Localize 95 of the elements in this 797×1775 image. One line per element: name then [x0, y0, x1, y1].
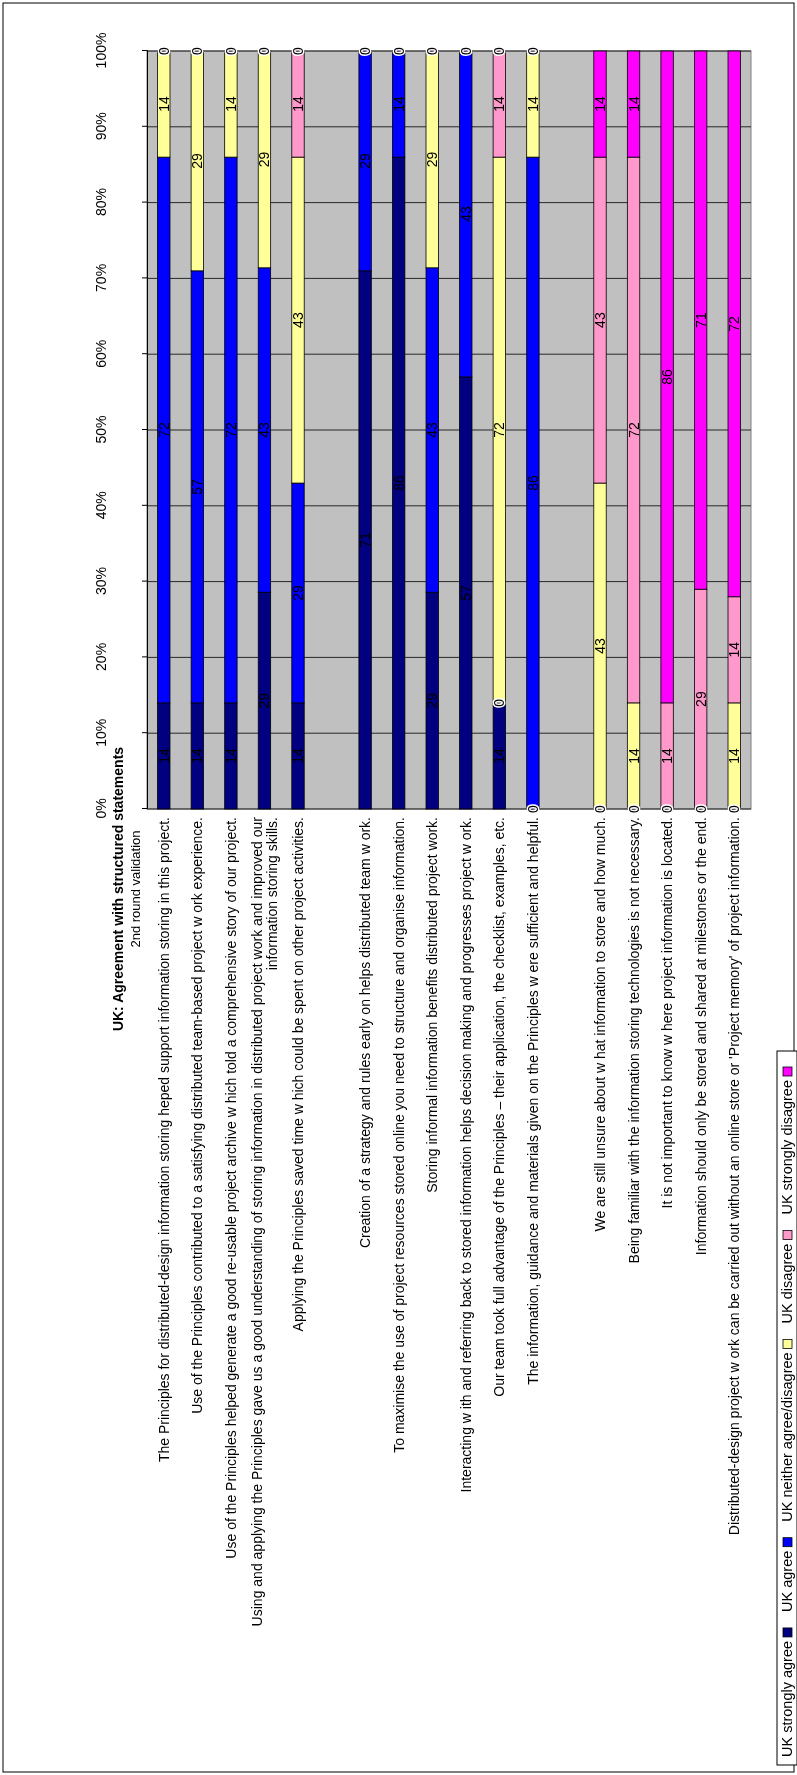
y-tick-label: 80%	[93, 188, 109, 217]
data-label: 14	[189, 747, 206, 764]
legend-label: UK agree	[779, 1550, 795, 1612]
data-label: 14	[155, 96, 172, 112]
data-label: 14	[390, 96, 407, 112]
data-label: 72	[155, 422, 172, 438]
data-label: 71	[692, 312, 709, 328]
data-label: 72	[491, 422, 508, 438]
data-label: 0	[524, 46, 541, 55]
legend-label: UK strongly disagree	[779, 1080, 795, 1215]
data-label: 72	[222, 422, 239, 438]
data-label: 0	[592, 804, 608, 813]
x-tick-label: Distributed-design project w ork can be carried out without an online store or 'Project memory' of project information.	[726, 817, 743, 1536]
data-label: 57	[457, 584, 474, 601]
data-label: 43	[592, 638, 608, 654]
data-label: 43	[592, 312, 608, 328]
x-tick-label: Creation of a strategy and rules early on helps distributed team w ork.	[357, 817, 374, 1249]
data-label: 14	[726, 641, 743, 658]
data-label: 0	[189, 46, 206, 55]
data-label: 14	[625, 96, 642, 112]
data-label: 14	[524, 96, 541, 112]
y-tick-label: 30%	[93, 567, 109, 596]
data-label: 43	[424, 422, 441, 438]
data-label: 86	[524, 475, 541, 491]
x-tick-label: It is not important to know w here project information is located.	[659, 817, 676, 1209]
data-label: 14	[290, 96, 306, 112]
data-label: 0	[256, 46, 273, 55]
data-label: 29	[424, 151, 441, 168]
data-label: 57	[189, 478, 206, 495]
data-label: 0	[491, 698, 508, 707]
y-tick-label: 100%	[93, 32, 109, 69]
data-label: 14	[659, 747, 676, 764]
data-label: 29	[290, 584, 306, 601]
text: 2nd round validation	[128, 830, 143, 948]
x-tick-label: Interacting w ith and referring back to stored information helps decision making and progresses project w ork.	[457, 817, 474, 1493]
data-label: 29	[189, 152, 206, 169]
data-label: 0	[290, 46, 306, 55]
data-label: 71	[357, 531, 374, 548]
data-label: 86	[659, 368, 676, 385]
legend-label: UK neither agree/disagree	[779, 1352, 795, 1522]
data-label: 14	[592, 96, 608, 112]
data-label: 86	[390, 475, 407, 491]
data-label: 0	[390, 46, 407, 55]
y-tick-label: 50%	[93, 415, 109, 444]
legend-label: UK disagree	[779, 1243, 795, 1324]
data-label: 0	[491, 46, 508, 55]
data-label: 43	[290, 312, 306, 328]
data-label: 0	[457, 46, 474, 55]
x-tick-label: Storing informal information benefits distributed project work.	[424, 817, 441, 1193]
y-tick-label: 20%	[93, 642, 109, 671]
x-tick-label: Being familiar with the information storing technologies is not necessary.	[625, 817, 642, 1264]
x-tick-label: Information should only be stored and shared at milestones or the end.	[692, 817, 709, 1256]
y-tick-label: 90%	[93, 112, 109, 141]
data-label: 72	[726, 315, 743, 332]
data-label: 0	[222, 46, 239, 55]
x-tick-label: Use of the Principles contributed to a satisfying distributed team-based project w ork experience.	[189, 817, 206, 1414]
y-tick-label: 10%	[93, 718, 109, 747]
y-tick-label: 70%	[93, 263, 109, 292]
data-label: 14	[155, 747, 172, 764]
x-tick-label: We are still unsure about w hat information to store and how much.	[592, 817, 608, 1232]
text: UK: Agreement with structured statements	[110, 746, 126, 1032]
data-label: 14	[625, 747, 642, 764]
data-label: 29	[357, 152, 374, 169]
data-label: 29	[424, 692, 441, 709]
y-tick-label: 60%	[93, 339, 109, 368]
data-label: 29	[692, 691, 709, 707]
data-label: 0	[625, 804, 642, 813]
data-label: 43	[457, 205, 474, 222]
x-tick-label: The information, guidance and materials given on the Principles w ere sufficient and helpful.	[524, 817, 541, 1385]
data-label: 0	[692, 804, 709, 813]
data-label: 43	[256, 422, 273, 438]
data-label: 0	[357, 46, 374, 55]
x-tick-label: Using and applying the Principles gave us a good understanding of storing information in distributed project work and improved our information storing skills.	[248, 816, 280, 1627]
data-label: 14	[491, 96, 508, 112]
legend-label: UK strongly agree	[779, 1640, 795, 1757]
data-label: 29	[256, 692, 273, 709]
data-label: 14	[726, 747, 743, 764]
data-label: 0	[524, 804, 541, 813]
data-label: 14	[222, 747, 239, 764]
x-tick-label: To maximise the use of project resources stored online you need to structure and organise information.	[390, 817, 407, 1453]
x-tick-label: Our team took full advantage of the Principles – their application, the checklist, examples, etc.	[491, 817, 508, 1397]
data-label: 14	[222, 96, 239, 112]
data-label: 72	[625, 422, 642, 438]
data-label: 0	[659, 804, 676, 813]
data-label: 29	[256, 151, 273, 168]
data-label: 0	[726, 804, 743, 813]
y-tick-label: 40%	[93, 491, 109, 520]
y-tick-label: 0%	[93, 798, 109, 819]
x-tick-label: The Principles for distributed-design information storing heped support information storing in this project.	[155, 817, 172, 1463]
data-label: 0	[424, 46, 441, 55]
x-tick-label: Applying the Principles saved time w hich could be spent on other project activities.	[290, 817, 306, 1332]
data-label: 14	[491, 747, 508, 764]
x-tick-label: Use of the Principles helped generate a good re-usable project archive w hich told a comprehensive story of our project.	[222, 817, 239, 1559]
data-label: 0	[155, 46, 172, 55]
data-label: 14	[290, 747, 306, 764]
